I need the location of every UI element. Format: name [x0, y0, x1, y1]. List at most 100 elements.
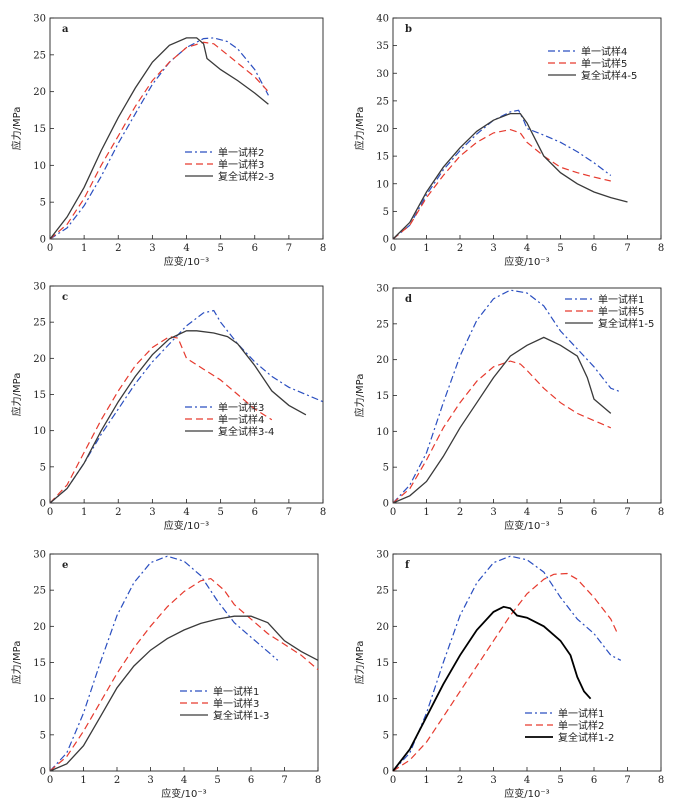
series-line-2	[392, 128, 611, 240]
x-tick-label: 8	[320, 507, 326, 518]
y-tick-label: 35	[376, 41, 389, 52]
y-tick-label: 15	[33, 124, 46, 135]
x-tick-label: 8	[658, 243, 664, 254]
series-line-1	[392, 555, 622, 772]
legend-entry: 复全试样1-2	[558, 731, 614, 744]
legend-entry: 单一试样2	[218, 146, 264, 159]
x-axis-label: 应变/10⁻³	[161, 787, 206, 800]
legend-entry: 复全试样4-5	[581, 69, 637, 82]
panel-letter: e	[62, 560, 68, 571]
y-tick-label: 5	[40, 462, 46, 473]
legend-entry: 单一试样4	[218, 413, 264, 426]
series-line-1	[392, 109, 612, 240]
y-tick-label: 5	[383, 730, 389, 741]
y-tick-label: 5	[383, 463, 389, 474]
plot-frame	[49, 17, 324, 240]
series-line-3	[49, 330, 307, 504]
x-tick-label: 0	[390, 243, 396, 254]
x-tick-label: 5	[557, 507, 563, 518]
x-tick-label: 3	[149, 507, 155, 518]
y-tick-label: 10	[33, 694, 46, 705]
x-tick-label: 1	[423, 775, 429, 786]
y-tick-label: 10	[376, 427, 389, 438]
x-axis-label: 应变/10⁻³	[504, 519, 549, 532]
chart-panel-f: 0 1 2 3 4 5 6 7 8 0 5 10 15 20 25 30 应变/10⁻³ 应力/MPa f 单一试样1…	[353, 550, 664, 801]
panel-letter: a	[62, 24, 69, 35]
x-tick-label: 0	[390, 775, 396, 786]
x-tick-label: 2	[115, 243, 121, 254]
y-tick-label: 15	[376, 152, 389, 163]
chart-panel-a: 0 1 2 3 4 5 6 7 8 0 5 10 15 20 25 30 应变/10⁻³ 应力/MPa a 单一试样2…	[10, 14, 326, 269]
legend-entry: 单一试样1	[213, 685, 259, 698]
y-tick-label: 15	[33, 658, 46, 669]
y-axis-label: 应力/MPa	[10, 641, 23, 685]
y-tick-label: 15	[376, 658, 389, 669]
x-tick-label: 0	[47, 775, 53, 786]
x-tick-label: 6	[252, 243, 258, 254]
legend-entry: 单一试样1	[558, 707, 604, 720]
y-tick-label: 10	[376, 179, 389, 190]
series-line-3	[49, 37, 269, 240]
legend-entry: 复全试样1-3	[213, 709, 269, 722]
x-tick-label: 0	[47, 507, 53, 518]
series-line-3	[392, 605, 592, 772]
x-tick-label: 2	[457, 775, 463, 786]
x-tick-label: 2	[457, 507, 463, 518]
x-tick-label: 8	[315, 775, 321, 786]
x-tick-label: 3	[490, 775, 496, 786]
x-tick-label: 6	[591, 243, 597, 254]
x-tick-label: 6	[591, 775, 597, 786]
x-tick-label: 5	[217, 243, 223, 254]
y-tick-label: 20	[33, 622, 46, 633]
x-tick-label: 5	[217, 507, 223, 518]
x-tick-label: 2	[114, 775, 120, 786]
y-tick-label: 20	[376, 622, 389, 633]
x-tick-label: 5	[557, 243, 563, 254]
chart-panel-b: 0 1 2 3 4 5 6 7 8 0 5 10 15 20 25 30 35 40 应变/10⁻³ 应力/MPa b 单…	[353, 14, 664, 269]
x-tick-label: 2	[457, 243, 463, 254]
y-tick-label: 30	[33, 14, 46, 25]
x-axis-label: 应变/10⁻³	[164, 519, 209, 532]
legend-entry: 单一试样3	[218, 158, 264, 171]
x-tick-label: 0	[390, 507, 396, 518]
x-tick-label: 7	[286, 507, 292, 518]
y-tick-label: 15	[376, 391, 389, 402]
y-tick-label: 25	[376, 96, 389, 107]
series-line-3	[49, 615, 319, 772]
series-line-3	[392, 336, 612, 504]
legend-entry: 复全试样2-3	[218, 170, 274, 183]
y-tick-label: 5	[40, 730, 46, 741]
series-line-1	[49, 555, 279, 772]
y-tick-label: 10	[376, 694, 389, 705]
y-tick-label: 30	[376, 69, 389, 80]
x-tick-label: 4	[181, 775, 187, 786]
y-tick-label: 15	[33, 390, 46, 401]
x-tick-label: 6	[248, 775, 254, 786]
y-tick-label: 0	[40, 499, 46, 510]
legend-entry: 单一试样3	[213, 697, 259, 710]
y-tick-label: 30	[376, 550, 389, 561]
x-axis-label: 应变/10⁻³	[504, 255, 549, 268]
y-tick-label: 25	[376, 586, 389, 597]
y-tick-label: 10	[33, 161, 46, 172]
legend-entry: 单一试样3	[218, 401, 264, 414]
y-tick-label: 20	[376, 355, 389, 366]
y-tick-label: 0	[383, 767, 389, 778]
y-tick-label: 0	[383, 499, 389, 510]
x-tick-label: 4	[524, 775, 530, 786]
x-tick-label: 1	[80, 775, 86, 786]
series-line-1	[49, 37, 269, 240]
x-tick-label: 6	[591, 507, 597, 518]
y-tick-label: 0	[40, 235, 46, 246]
x-tick-label: 1	[423, 243, 429, 254]
y-tick-label: 5	[383, 207, 389, 218]
y-tick-label: 25	[33, 318, 46, 329]
x-tick-label: 1	[81, 507, 87, 518]
x-tick-label: 0	[47, 243, 53, 254]
x-tick-label: 4	[183, 507, 189, 518]
panel-letter: b	[405, 24, 412, 35]
y-tick-label: 20	[376, 124, 389, 135]
